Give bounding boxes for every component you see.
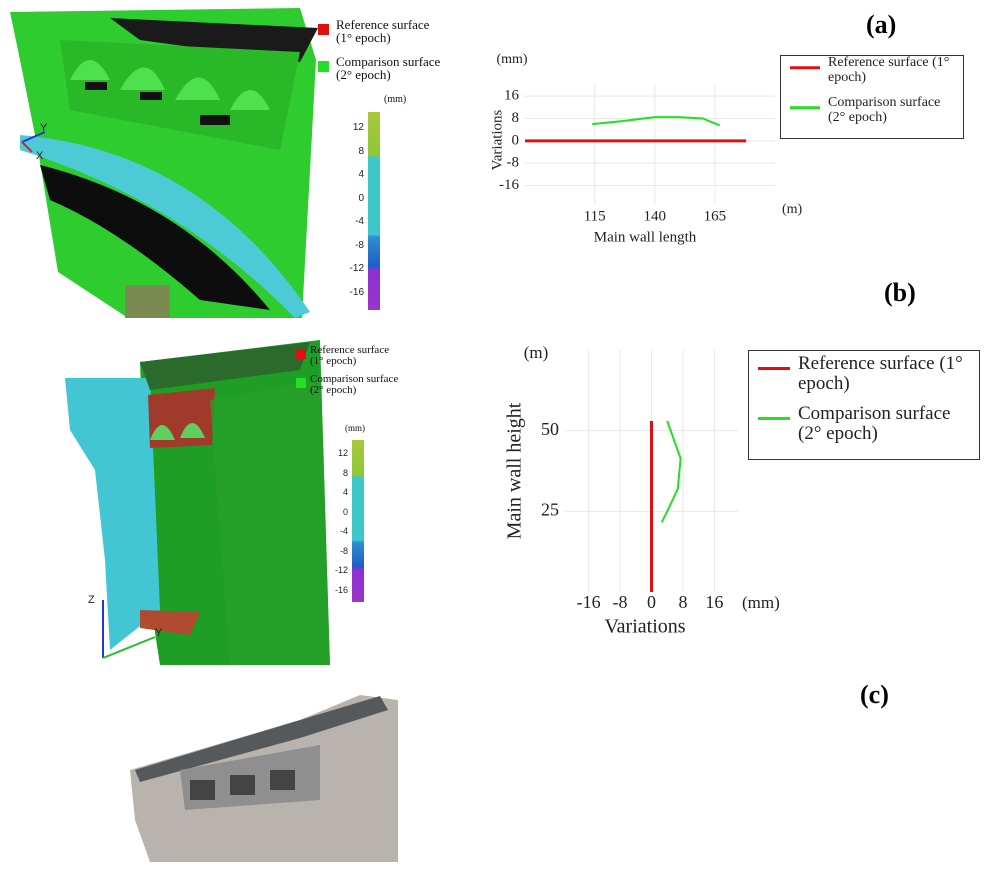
- y-tick-label: 50: [541, 419, 559, 439]
- colorbar-tick: 0: [358, 192, 364, 204]
- series-line: [660, 420, 682, 523]
- axis-letter: Z: [88, 594, 95, 606]
- colorbar-tick: -16: [334, 584, 348, 595]
- colorbar-tick: -4: [355, 216, 364, 227]
- legend-text: Comparison surface (2° epoch): [828, 95, 941, 125]
- view-a-render: [10, 8, 318, 318]
- x-tick-label: -16: [577, 592, 601, 612]
- y-tick-label: 8: [512, 110, 520, 126]
- colorbar-tick: 4: [342, 487, 348, 497]
- colorbar-tick: 4: [358, 169, 364, 180]
- y-unit: (m): [524, 343, 549, 362]
- y-axis-title: Variations: [489, 109, 505, 170]
- legend: [748, 350, 980, 460]
- x-tick-label: 0: [647, 592, 656, 612]
- panel-label: (a): [866, 10, 897, 39]
- x-tick-label: 140: [644, 208, 667, 224]
- y-tick-label: 0: [512, 132, 520, 148]
- x-unit: (mm): [742, 593, 780, 612]
- legend-text: Comparison surface (2° epoch): [310, 373, 399, 396]
- x-axis-title: Variations: [604, 616, 685, 638]
- legend-text: Reference surface (1° epoch): [310, 344, 390, 367]
- colorbar-unit: (mm): [345, 423, 365, 433]
- x-tick-label: 115: [584, 208, 606, 224]
- axis-letter: Y: [40, 122, 48, 134]
- colorbar: [368, 112, 380, 310]
- panel-label: (c): [860, 680, 889, 709]
- legend-text: Reference surface (1° epoch): [798, 353, 963, 394]
- legend-swatch: [318, 61, 329, 72]
- colorbar-tick: 12: [352, 122, 364, 133]
- x-tick-label: -8: [613, 592, 628, 612]
- y-tick-label: 25: [541, 499, 559, 519]
- x-unit: (m): [782, 202, 803, 217]
- y-tick-label: -8: [507, 155, 520, 171]
- legend-text: Comparison surface (2° epoch): [798, 403, 951, 444]
- y-tick-label: 16: [504, 88, 520, 104]
- legend: [780, 55, 964, 139]
- panel-label: (b): [884, 278, 916, 307]
- legend-swatch: [296, 349, 306, 359]
- axis-letter: Y: [155, 627, 163, 639]
- colorbar-tick: 12: [337, 448, 348, 458]
- axis-letter: X: [36, 150, 44, 162]
- x-tick-label: 16: [705, 592, 723, 612]
- view-b-render: [65, 340, 330, 665]
- colorbar: [352, 440, 364, 602]
- y-tick-label: -16: [499, 177, 519, 193]
- x-tick-label: 165: [704, 208, 727, 224]
- coordinate-axes: [21, 131, 156, 659]
- colorbar-tick: -4: [339, 526, 348, 536]
- colorbar-tick: 0: [342, 506, 348, 517]
- colorbar-tick: -12: [349, 263, 364, 274]
- x-axis-title: Main wall length: [594, 229, 697, 245]
- series-line: [592, 116, 721, 127]
- colorbar-tick: -8: [339, 545, 348, 556]
- legend-swatch: [296, 378, 306, 388]
- colorbar-tick: 8: [358, 145, 364, 157]
- view-c-render: [130, 695, 398, 862]
- colorbar-tick: -16: [349, 286, 364, 298]
- colorbar-tick: -8: [355, 239, 364, 251]
- legend-text: Reference surface (1° epoch): [828, 55, 950, 85]
- colorbar-tick: 8: [342, 467, 348, 478]
- x-tick-label: 8: [678, 592, 687, 612]
- legend-text: Comparison surface (2° epoch): [336, 54, 441, 82]
- y-unit: (mm): [496, 52, 527, 67]
- colorbar-tick: -12: [334, 565, 348, 575]
- legend-swatch: [318, 24, 329, 35]
- y-axis-title: Main wall height: [504, 402, 526, 539]
- colorbar-unit: (mm): [384, 94, 407, 105]
- legend-text: Reference surface (1° epoch): [336, 17, 430, 45]
